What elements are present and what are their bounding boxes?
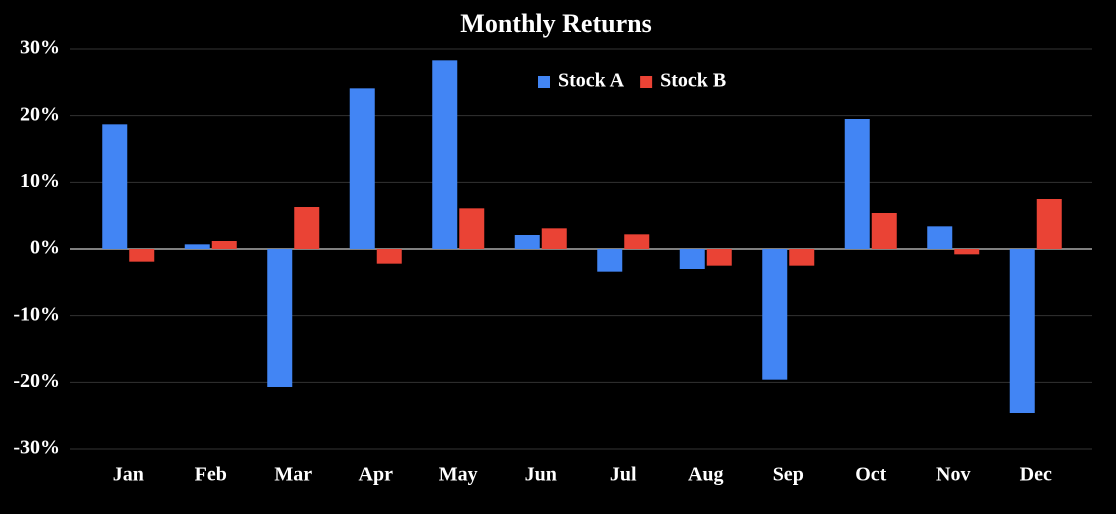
bar xyxy=(1036,199,1062,249)
bar xyxy=(541,228,567,249)
bar xyxy=(459,208,485,249)
bar xyxy=(184,244,210,249)
bar xyxy=(706,249,732,266)
legend-label: Stock B xyxy=(660,70,726,92)
bar xyxy=(844,119,870,249)
x-tick-label: Feb xyxy=(195,464,227,486)
y-tick-label: -20% xyxy=(13,370,60,392)
x-tick-label: May xyxy=(439,464,478,486)
bar xyxy=(927,226,953,249)
legend-label: Stock A xyxy=(558,70,625,92)
bar xyxy=(597,249,623,272)
x-tick-label: Nov xyxy=(936,464,970,486)
bar xyxy=(679,249,705,269)
y-tick-label: -10% xyxy=(13,303,60,325)
bar xyxy=(102,124,128,249)
bar xyxy=(762,249,788,380)
bar xyxy=(376,249,402,264)
bar xyxy=(871,213,897,249)
bar xyxy=(432,60,458,250)
x-tick-label: Mar xyxy=(274,464,312,486)
bar xyxy=(954,249,980,255)
bar xyxy=(129,249,155,262)
legend-swatch xyxy=(538,76,550,88)
legend-swatch xyxy=(640,76,653,88)
y-tick-label: 10% xyxy=(20,170,60,192)
x-tick-label: Jun xyxy=(525,464,557,486)
x-tick-label: Jan xyxy=(113,464,144,486)
y-tick-label: 30% xyxy=(20,37,60,59)
x-tick-label: Aug xyxy=(688,464,724,486)
bar xyxy=(349,88,375,249)
y-tick-label: 0% xyxy=(30,237,60,259)
bar xyxy=(789,249,815,266)
y-tick-label: -30% xyxy=(13,437,60,459)
x-tick-label: Apr xyxy=(359,464,394,486)
bar xyxy=(1009,249,1035,413)
bar xyxy=(267,249,293,387)
chart-title: Monthly Returns xyxy=(460,9,651,38)
x-tick-label: Jul xyxy=(610,464,637,486)
y-tick-label: 20% xyxy=(20,103,60,125)
x-tick-label: Sep xyxy=(773,464,804,486)
bar xyxy=(294,207,320,249)
bar xyxy=(211,241,237,249)
x-tick-label: Oct xyxy=(855,464,886,486)
bar xyxy=(624,234,650,249)
bar xyxy=(514,235,540,249)
x-tick-label: Dec xyxy=(1020,464,1052,486)
